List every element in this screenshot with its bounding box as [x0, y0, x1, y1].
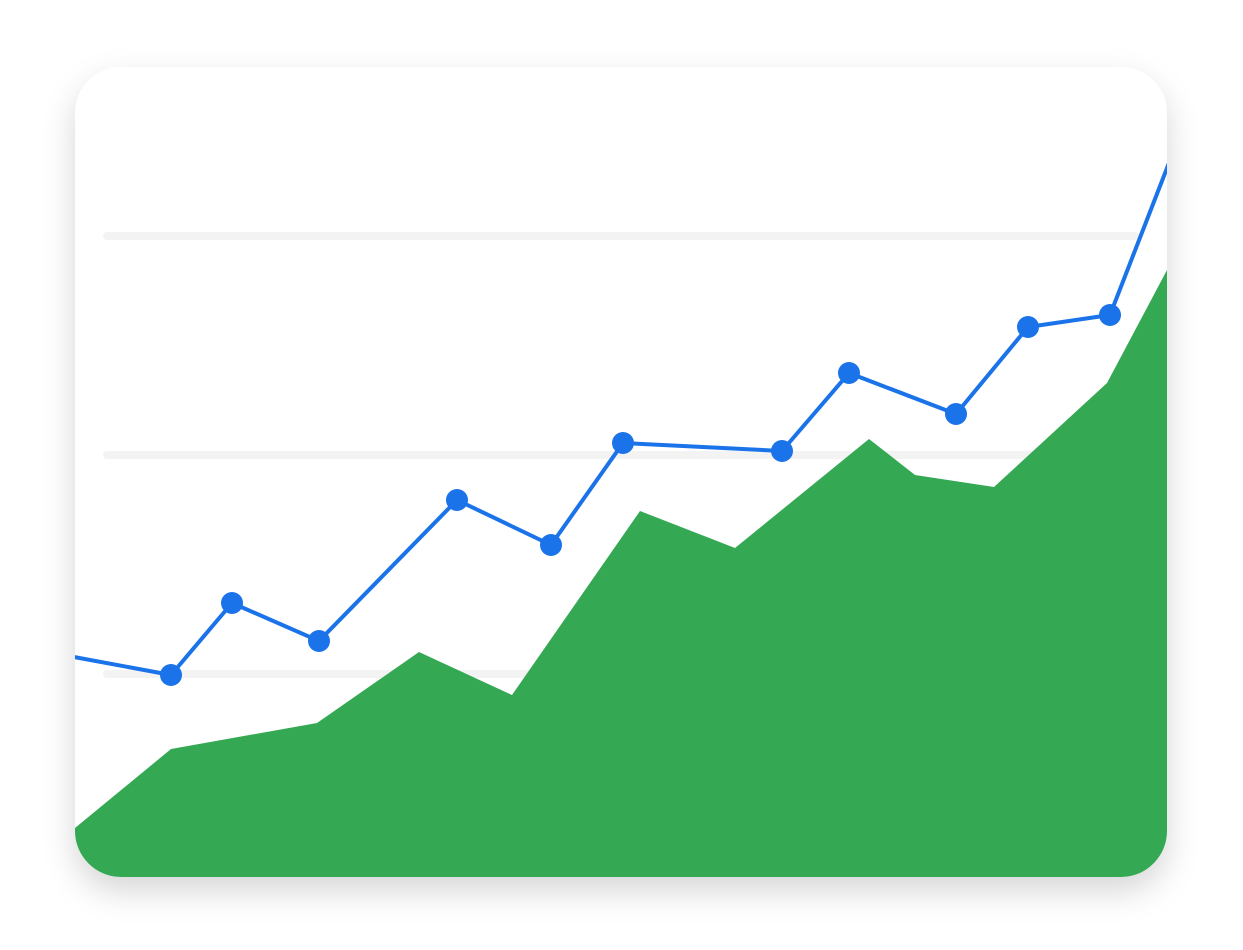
point [4, 635, 26, 657]
point [1189, 72, 1211, 94]
point [446, 489, 468, 511]
point [838, 362, 860, 384]
point [1099, 304, 1121, 326]
point [612, 432, 634, 454]
point [540, 534, 562, 556]
point [1017, 316, 1039, 338]
point [771, 440, 793, 462]
point [221, 592, 243, 614]
area [75, 270, 1167, 877]
plot-area [4, 72, 1211, 877]
point [945, 403, 967, 425]
point [160, 664, 182, 686]
point [308, 630, 330, 652]
